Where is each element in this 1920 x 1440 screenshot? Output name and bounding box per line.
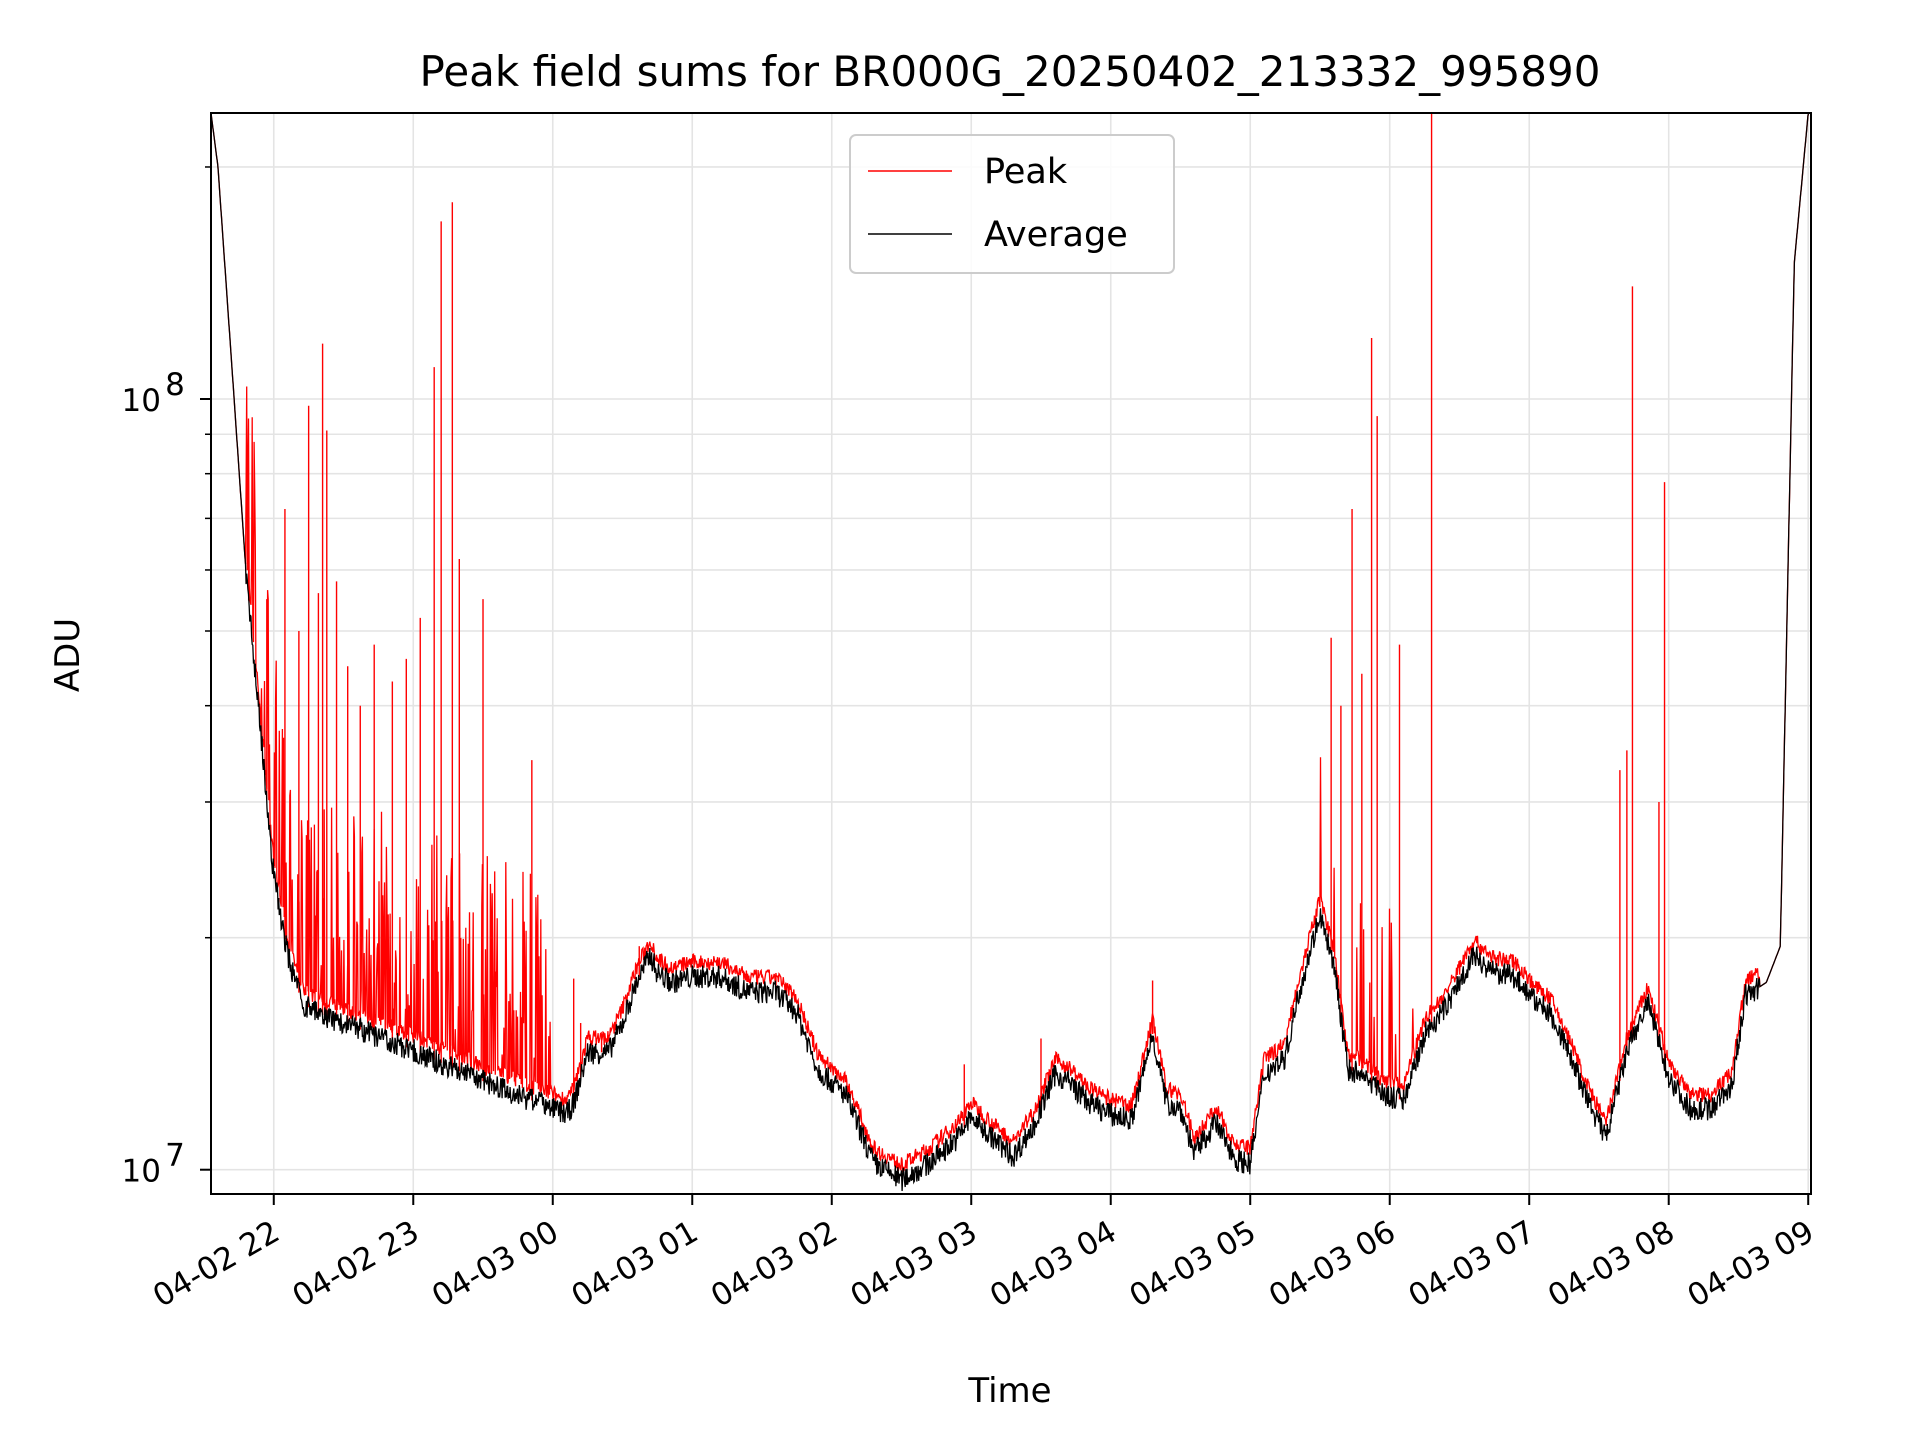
plot-area <box>211 113 1811 1192</box>
series-peak <box>211 113 1811 1173</box>
y-axis-label: ADU <box>48 618 88 692</box>
average-line <box>211 113 1811 1192</box>
plot-frame <box>210 112 1812 1195</box>
y-tick-exponent: 7 <box>165 1138 185 1174</box>
grid <box>211 113 1811 1194</box>
series-average <box>211 113 1811 1192</box>
y-tick-label: 10 <box>122 383 161 419</box>
x-axis-label: Time <box>967 1371 1051 1411</box>
peak-line <box>211 113 1811 1173</box>
legend-box <box>849 134 1175 274</box>
y-tick-exponent: 8 <box>165 367 185 403</box>
legend-label-average: Average <box>984 215 1128 255</box>
legend-label-peak: Peak <box>984 152 1068 192</box>
y-tick-label: 10 <box>122 1154 161 1190</box>
legend: Peak Average <box>849 134 1175 274</box>
chart-title: Peak field sums for BR000G_20250402_2133… <box>420 47 1601 96</box>
